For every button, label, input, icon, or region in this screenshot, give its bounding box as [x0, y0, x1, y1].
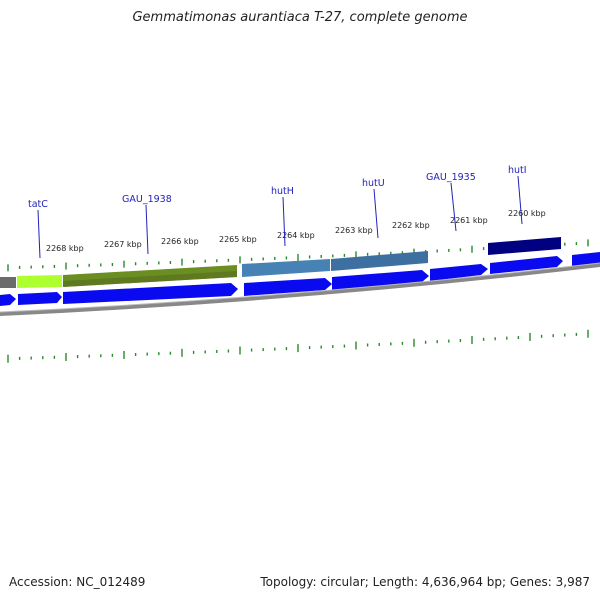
kbp-label: 2265 kbp — [219, 235, 257, 244]
cds-arrow — [63, 283, 238, 304]
leader-line — [37, 209, 41, 259]
gene-label-hutU: hutU — [362, 178, 385, 189]
inner-tick-ring — [7, 329, 589, 363]
feature-bands — [0, 237, 561, 288]
leader-line — [373, 188, 379, 239]
accession-text: Accession: NC_012489 — [9, 575, 146, 589]
gene-label-GAU_1938: GAU_1938 — [122, 194, 172, 205]
kbp-labels: 2268 kbp 2267 kbp 2266 kbp 2265 kbp 2264… — [46, 209, 546, 253]
kbp-label: 2264 kbp — [277, 231, 315, 240]
feature-band-hutU — [331, 251, 428, 271]
cds-arrows — [0, 252, 600, 306]
feature-band-hutH — [242, 259, 330, 277]
kbp-label: 2262 kbp — [392, 221, 430, 230]
cds-arrow — [18, 292, 62, 305]
feature-band-hutI — [488, 237, 561, 255]
gene-label-GAU_1935: GAU_1935 — [426, 172, 476, 183]
cds-arrow — [0, 294, 16, 306]
leader-line — [517, 175, 523, 225]
kbp-label: 2266 kbp — [161, 237, 199, 246]
cds-arrow — [244, 278, 332, 296]
cds-arrow — [430, 264, 488, 281]
cds-arrow — [572, 252, 600, 267]
kbp-label: 2268 kbp — [46, 244, 84, 253]
genome-summary-text: Topology: circular; Length: 4,636,964 bp… — [260, 575, 590, 589]
leader-line — [450, 182, 457, 232]
kbp-label: 2263 kbp — [335, 226, 373, 235]
cds-arrow — [490, 256, 563, 274]
kbp-label: 2261 kbp — [450, 216, 488, 225]
gene-label-hutI: hutI — [508, 165, 527, 176]
cds-arrow — [332, 270, 429, 290]
leader-line — [145, 204, 149, 255]
gene-label-group: tatC GAU_1938 hutH hutU GAU_1935 hutI — [28, 165, 527, 259]
feature-band-tatC — [17, 275, 62, 288]
leader-line — [282, 196, 286, 247]
feature-band-gray — [0, 277, 16, 288]
kbp-label: 2267 kbp — [104, 240, 142, 249]
map-title: Gemmatimonas aurantiaca T-27, complete g… — [132, 10, 468, 25]
gene-label-tatC: tatC — [28, 199, 48, 210]
kbp-label: 2260 kbp — [508, 209, 546, 218]
gene-label-hutH: hutH — [271, 186, 294, 197]
genome-backbone — [0, 263, 600, 316]
